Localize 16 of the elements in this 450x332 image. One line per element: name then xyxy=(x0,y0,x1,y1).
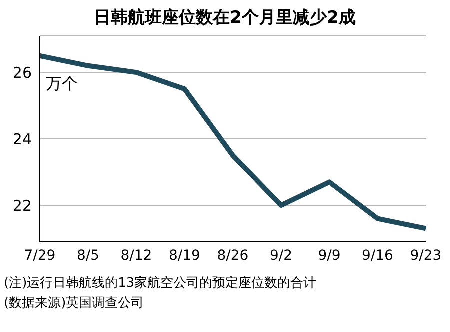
text: (注)运行日韩航线的13家航空公司的预定座位数的合计 xyxy=(4,275,318,293)
x-tick-label: 9/23 xyxy=(410,248,442,264)
x-tick-label: 9/9 xyxy=(318,248,341,264)
x-tick-label: 8/5 xyxy=(76,248,100,264)
x-tick-label: 9/2 xyxy=(270,248,293,264)
y-axis-title: 万个 xyxy=(46,74,78,95)
y-tick-label: 24 xyxy=(12,130,32,148)
y-tick-label: 22 xyxy=(12,196,32,215)
x-tick-label: 8/12 xyxy=(120,248,152,264)
text: (数据来源)英国调查公司 xyxy=(4,295,146,313)
chart-title: 日韩航班座位数在2个月里减少2成 xyxy=(93,7,357,30)
x-tick-label: 9/16 xyxy=(362,248,394,264)
x-tick-label: 8/26 xyxy=(217,248,249,264)
y-tick-label: 26 xyxy=(12,64,32,82)
x-tick-label: 7/29 xyxy=(24,248,56,264)
x-tick-label: 8/19 xyxy=(169,248,200,264)
